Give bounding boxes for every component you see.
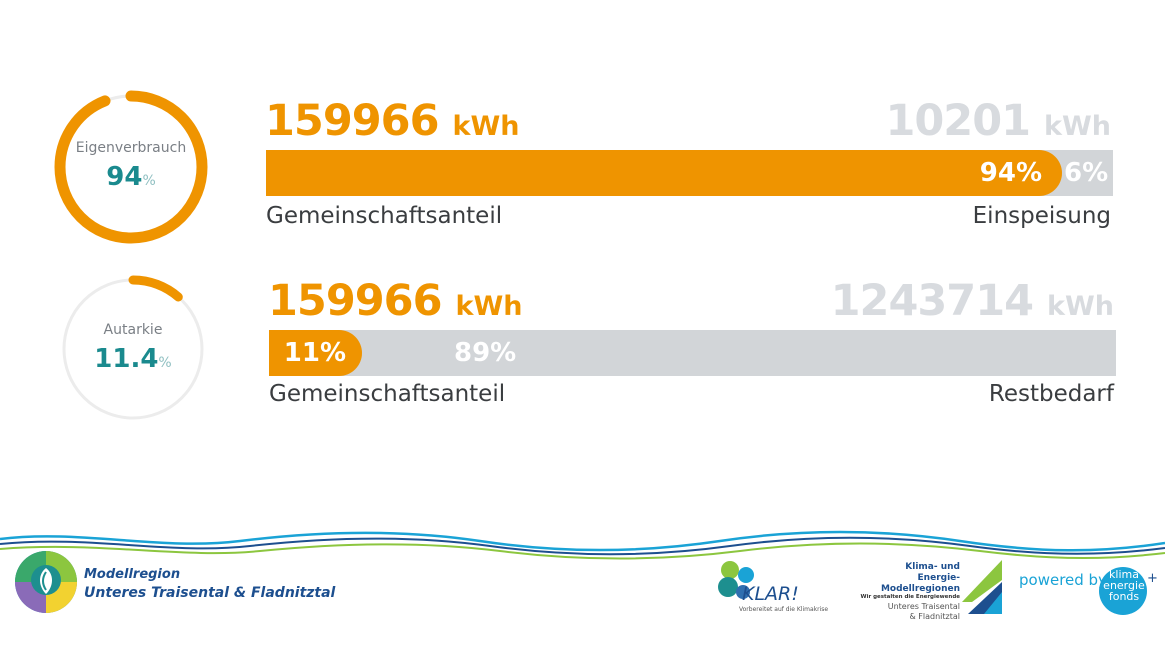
klar-tagline: Vorbereitet auf die Klimakrise [739, 606, 829, 613]
eigenverbrauch-value: 94% [50, 162, 212, 192]
autarkie-unit: % [158, 355, 172, 371]
row2-demand-bar: 89% [334, 330, 1116, 376]
klimafonds-logo [1099, 567, 1147, 615]
region-puzzle-logo [15, 551, 77, 613]
eigenverbrauch-arc [54, 90, 208, 244]
kem-line3: Wir gestalten die Energiewende [860, 594, 960, 601]
klar-logo [718, 561, 754, 599]
row1-left-caption: Gemeinschaftsanteil [266, 203, 503, 229]
row2-left-pct: 11% [283, 338, 346, 368]
row2-right-number: 1243714 [830, 276, 1034, 326]
row2-right-pct: 89% [454, 338, 517, 368]
klimafonds-text: klima energie fonds [1096, 569, 1152, 602]
autarkie-number: 11.4 [94, 344, 159, 374]
kem-line4: Unteres Traisental [887, 602, 960, 612]
row1-right-pct: 6% [1064, 158, 1109, 188]
eigenverbrauch-label: Eigenverbrauch [75, 140, 187, 156]
autarkie-gauge: Autarkie 11.4% [58, 274, 208, 424]
kef-line1: klima [1109, 568, 1139, 581]
klar-wordmark: KLAR! [742, 583, 799, 605]
region-line1: Modellregion [84, 567, 181, 582]
row2-left-number: 159966 [268, 276, 443, 326]
row1-left-number: 159966 [265, 96, 440, 146]
row2-right-unit: kWh [1047, 291, 1114, 322]
row2-left-unit: kWh [455, 291, 523, 322]
autarkie-ring [59, 275, 207, 423]
row1-left-pct: 94% [979, 158, 1042, 188]
row1-right-number: 10201 [885, 96, 1031, 146]
eigenverbrauch-gauge: Eigenverbrauch 94% [50, 86, 212, 248]
region-line2: Unteres Traisental & Fladnitztal [84, 584, 336, 601]
eigenverbrauch-ring [54, 90, 208, 244]
autarkie-label: Autarkie [103, 322, 163, 338]
kef-plus-sign: + [1147, 571, 1158, 586]
row1-left-unit: kWh [452, 111, 520, 142]
row2-right-caption: Restbedarf [988, 381, 1114, 407]
kef-line2: energie [1103, 579, 1145, 592]
kem-text-block: Klima- und Energie- Modellregionen Wir g… [860, 562, 960, 623]
row2-left-caption: Gemeinschaftsanteil [269, 381, 506, 407]
row2-community-bar: 11% [269, 330, 362, 376]
row1-community-kwh: 159966 kWh [265, 100, 519, 143]
eigenverbrauch-number: 94 [106, 162, 143, 192]
row2-demand-kwh: 1243714 kWh [831, 280, 1114, 323]
autarkie-value: 11.4% [58, 344, 208, 374]
row1-right-caption: Einspeisung [972, 203, 1111, 229]
row1-feedin-kwh: 10201 kWh [885, 100, 1111, 143]
footer-wave-decoration [0, 530, 1165, 560]
row1-right-unit: kWh [1044, 111, 1111, 142]
kem-mark-icon [962, 560, 1002, 614]
region-name: Modellregion Unteres Traisental & Fladni… [84, 566, 335, 602]
powered-by-label: powered by [1019, 571, 1107, 589]
eigenverbrauch-unit: % [142, 173, 156, 189]
kem-line2: Modellregionen [880, 583, 960, 594]
row1-community-bar: 94% [266, 150, 1062, 196]
kem-line5: & Fladnitztal [909, 612, 960, 622]
autarkie-arc [59, 275, 207, 423]
kem-line1: Klima- und Energie- [905, 562, 960, 583]
row2-community-kwh: 159966 kWh [268, 280, 522, 323]
kef-line3: fonds [1108, 590, 1140, 603]
